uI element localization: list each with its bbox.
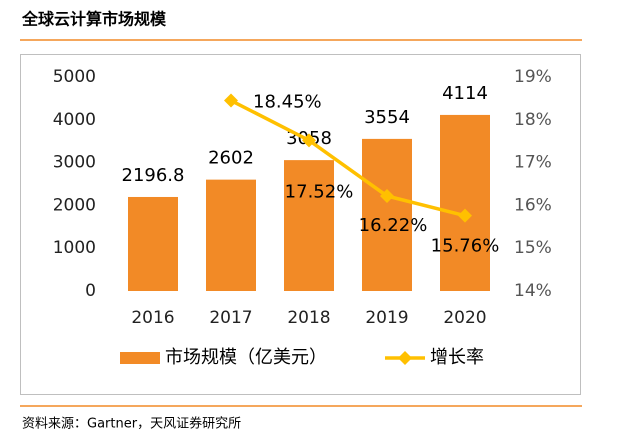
bar-value-label: 2196.8 <box>122 165 185 186</box>
y2-tick-label: 19% <box>514 67 552 87</box>
growth-marker <box>380 188 394 203</box>
growth-marker <box>302 133 316 148</box>
bar <box>284 160 334 291</box>
growth-line <box>230 98 466 218</box>
growth-value-label: 18.45% <box>253 92 322 113</box>
x-tick-label: 2018 <box>287 308 330 328</box>
y-tick-label: 1000 <box>53 238 96 258</box>
growth-value-label: 17.52% <box>285 181 354 202</box>
y2-tick-label: 16% <box>514 195 552 215</box>
bar <box>206 179 256 291</box>
bar <box>440 114 490 291</box>
legend-swatch <box>120 352 160 364</box>
y2-tick-label: 17% <box>514 153 552 173</box>
growth-value-label: 16.22% <box>359 215 428 236</box>
legend-label: 市场规模（亿美元） <box>165 347 327 368</box>
bar <box>362 138 412 291</box>
x-tick-label: 2019 <box>365 308 408 328</box>
legend-marker <box>398 351 412 365</box>
y-tick-label: 2000 <box>53 195 96 215</box>
legend-label: 增长率 <box>430 347 484 368</box>
page-title: 全球云计算市场规模 <box>21 10 167 29</box>
bar <box>128 196 178 291</box>
y-tick-label: 4000 <box>53 110 96 130</box>
x-tick-label: 2020 <box>443 308 486 328</box>
source-note: 资料来源：Gartner，天风证券研究所 <box>22 416 241 432</box>
x-tick-label: 2017 <box>209 308 252 328</box>
y-tick-label: 3000 <box>53 153 96 173</box>
x-tick-label: 2016 <box>131 308 174 328</box>
chart-frame <box>20 54 581 395</box>
y2-tick-label: 18% <box>514 110 552 130</box>
growth-marker <box>224 93 238 108</box>
growth-marker <box>458 208 472 223</box>
y2-tick-label: 14% <box>514 281 552 301</box>
y2-tick-label: 15% <box>514 238 552 258</box>
bar-value-label: 2602 <box>208 148 254 169</box>
bar-value-label: 4114 <box>442 83 488 104</box>
bar-value-label: 3554 <box>364 107 410 128</box>
growth-value-label: 15.76% <box>431 236 500 257</box>
y-tick-label: 0 <box>85 281 96 301</box>
y-tick-label: 5000 <box>53 67 96 87</box>
